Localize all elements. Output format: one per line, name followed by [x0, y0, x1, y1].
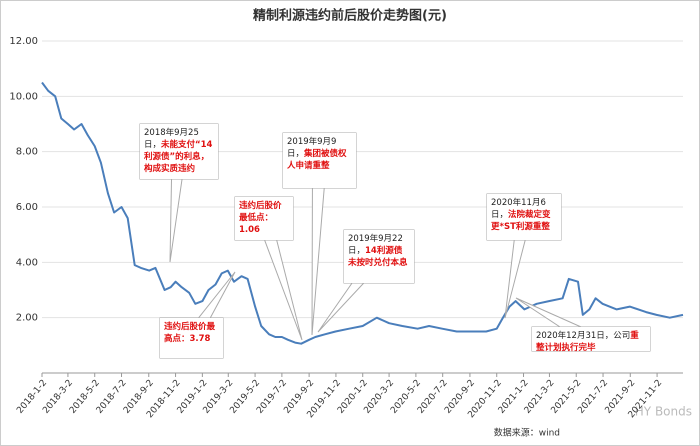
callout-text: 违约后股价最低点：1.06 — [235, 197, 293, 240]
callout-event: 未能支付“14 利源债”的利息，构成实质违约 — [144, 140, 213, 174]
chart-title: 精制利源违约前后股价走势图(元) — [253, 8, 447, 24]
callout-date: 2018年9月25日， — [144, 128, 199, 150]
callout-text: 2020年12月31日，公司重整计划执行完毕 — [532, 327, 650, 353]
source: 数据来源：wind — [494, 427, 560, 439]
callout-text: 违约后股价最高点：3.78 — [160, 318, 223, 358]
callout-event: 违约后股价最高点：3.78 — [164, 322, 216, 344]
callout-event: 集团被债权人申请重整 — [287, 149, 347, 171]
y-tick-label: 4.00 — [16, 257, 38, 268]
y-tick-label: 8.00 — [16, 147, 38, 158]
callout-text: 2020年11月6日，法院裁定变更*ST利源重整 — [487, 194, 561, 240]
callout-event: 重整计划执行完毕 — [536, 331, 639, 353]
y-tick-label: 6.00 — [16, 202, 38, 213]
callout-date: 2019年9月22日， — [348, 234, 403, 256]
price-line — [41, 81, 684, 345]
callout-date: 2020年12月31日，公司 — [536, 331, 631, 341]
callout-event: 法院裁定变更*ST利源重整 — [491, 210, 551, 232]
callout-text: 2019年9月9日，集团被债权人申请重整 — [283, 133, 356, 188]
y-tick-label: 2.00 — [16, 313, 38, 324]
y-tick-label: 10.00 — [9, 91, 38, 102]
callout-date: 2019年9月9日， — [287, 137, 337, 159]
callout-event: 14利源债未按时兑付本息 — [348, 246, 408, 268]
callout-date: 2020年11月6日， — [491, 198, 546, 220]
callout-text: 2019年9月22日，14利源债未按时兑付本息 — [344, 230, 414, 283]
callout-text: 2018年9月25日，未能支付“14 利源债”的利息，构成实质违约 — [140, 124, 218, 179]
watermark: HY Bonds — [635, 405, 692, 419]
y-tick-label: 12.00 — [9, 36, 38, 47]
callout-event: 违约后股价最低点：1.06 — [239, 201, 282, 235]
